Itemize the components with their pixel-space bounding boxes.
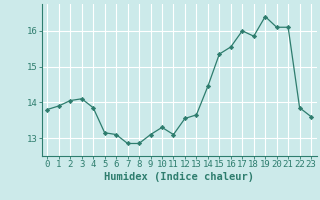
X-axis label: Humidex (Indice chaleur): Humidex (Indice chaleur) (104, 172, 254, 182)
